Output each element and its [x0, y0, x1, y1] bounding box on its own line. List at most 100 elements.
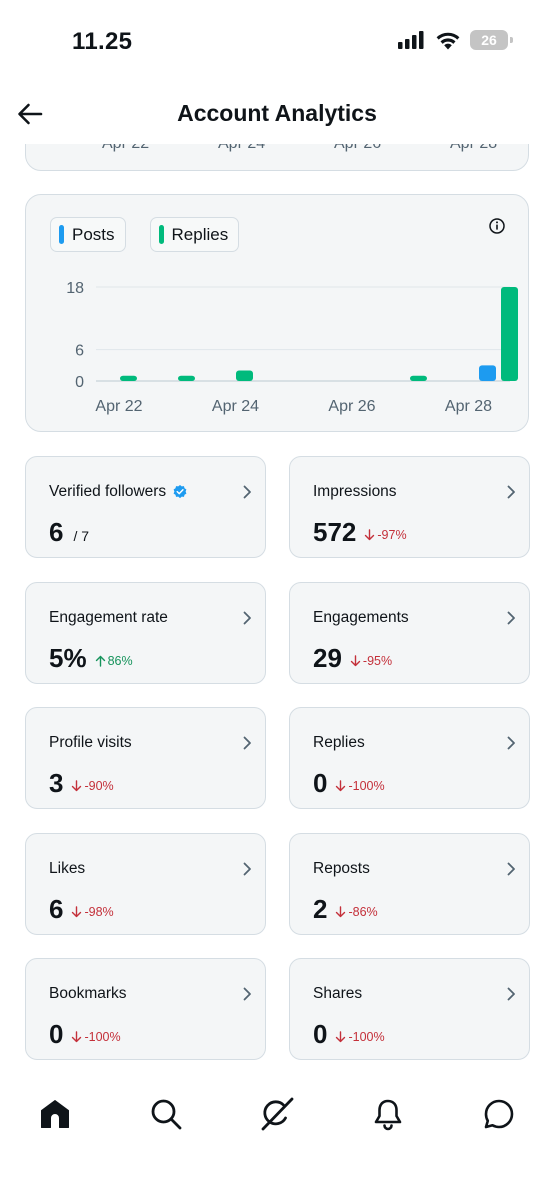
metric-change: -100% — [71, 1030, 121, 1044]
metric-label-row: Verified followers — [49, 483, 188, 501]
bar-replies[interactable] — [236, 370, 253, 381]
metric-value: 0 — [313, 768, 328, 798]
nav-home[interactable] — [33, 1092, 77, 1136]
chevron-right-icon — [507, 611, 515, 624]
metric-change: -100% — [335, 779, 385, 793]
y-tick-label: 6 — [75, 343, 84, 360]
chevron-right-icon — [507, 736, 515, 750]
legend-replies-toggle[interactable]: Replies — [149, 217, 240, 252]
arrow-down-icon — [336, 1031, 346, 1043]
metric-label: Engagements — [313, 608, 409, 626]
bottom-navigation — [0, 1092, 554, 1142]
x-tick-label: Apr 24 — [212, 398, 259, 415]
metric-label-row: Likes — [49, 860, 85, 878]
back-button[interactable] — [14, 98, 46, 130]
arrow-down-icon — [350, 654, 361, 666]
metric-card[interactable]: Shares 0 -100% — [289, 958, 530, 1060]
chart-legend: Posts Replies — [50, 217, 240, 252]
metric-value: 29 — [313, 642, 342, 673]
metric-value-row: 5% 86% — [49, 643, 133, 674]
metric-card[interactable]: Reposts 2 -86% — [289, 832, 530, 935]
info-button[interactable] — [488, 217, 506, 235]
bar-replies[interactable] — [410, 375, 427, 381]
metric-label-row: Engagement rate — [49, 609, 168, 627]
bell-icon — [374, 1099, 402, 1131]
metric-value-row: 29 -95% — [313, 643, 392, 674]
metric-label-row: Reposts — [313, 860, 370, 878]
arrow-down-icon — [336, 780, 346, 792]
bar-replies[interactable] — [178, 375, 195, 381]
metric-change-value: -100% — [348, 779, 385, 793]
metric-value-row: 2 -86% — [313, 894, 378, 925]
y-tick-label: 18 — [66, 280, 84, 297]
chevron-right-icon — [507, 862, 515, 875]
battery-indicator: 26 — [470, 30, 513, 50]
metric-label: Verified followers — [49, 483, 167, 500]
bar-replies[interactable] — [501, 287, 518, 381]
legend-posts-toggle[interactable]: Posts — [50, 217, 126, 252]
x-tick-label: Apr 28 — [445, 398, 492, 415]
metric-label-row: Replies — [313, 734, 365, 752]
arrow-down-icon — [336, 905, 346, 917]
metric-change: -98% — [71, 905, 114, 919]
bar-posts[interactable] — [479, 365, 496, 381]
metric-card[interactable]: Engagements 29 -95% — [289, 581, 530, 684]
metric-card[interactable]: Replies 0 -100% — [289, 707, 530, 809]
bar-replies[interactable] — [120, 375, 137, 381]
metric-label-row: Bookmarks — [49, 985, 127, 1003]
metric-value-row: 0 -100% — [313, 768, 385, 799]
metric-value: 3 — [49, 768, 64, 798]
metric-value-row: 0 -100% — [313, 1019, 385, 1050]
metric-change: -97% — [364, 528, 407, 542]
metric-card[interactable]: Likes 6 -98% — [25, 832, 266, 935]
chevron-right-icon — [243, 736, 251, 750]
cellular-signal-icon — [398, 31, 424, 49]
y-tick-label: 0 — [75, 374, 84, 391]
metric-label: Bookmarks — [49, 985, 127, 1002]
chevron-right-icon — [507, 485, 515, 499]
activity-chart-card: 0 6 18 Apr 22 Apr 24 Apr 26 Apr 28 Posts Repli… — [25, 194, 529, 432]
metric-value: 6 — [49, 893, 64, 924]
metric-card[interactable]: Impressions 572 -97% — [289, 456, 530, 558]
metric-change-value: -90% — [84, 779, 114, 793]
chevron-right-icon — [243, 987, 251, 1001]
arrow-down-icon — [365, 529, 375, 541]
nav-grok[interactable] — [255, 1092, 299, 1136]
nav-messages[interactable] — [477, 1092, 521, 1136]
metric-value: 572 — [313, 517, 357, 547]
metric-label-row: Profile visits — [49, 734, 132, 752]
metric-value: 5% — [49, 642, 87, 673]
metric-change: 86% — [95, 654, 133, 668]
metric-label: Replies — [313, 734, 365, 751]
metric-change: -86% — [335, 905, 378, 919]
metric-label: Profile visits — [49, 734, 132, 751]
metric-total: / 7 — [73, 528, 90, 544]
home-icon — [41, 1100, 69, 1128]
arrow-down-icon — [72, 780, 82, 792]
metric-card[interactable]: Bookmarks 0 -100% — [25, 958, 266, 1060]
status-time: 11.25 — [72, 28, 133, 55]
arrow-down-icon — [72, 905, 82, 917]
nav-notifications[interactable] — [366, 1092, 410, 1136]
metric-change-value: -100% — [84, 1030, 121, 1044]
metric-value-row: 6 / 7 — [49, 517, 89, 548]
chevron-right-icon — [507, 987, 515, 1001]
metric-label-row: Engagements — [313, 609, 409, 627]
nav-search[interactable] — [144, 1092, 188, 1136]
metric-card[interactable]: Verified followers 6 / 7 — [25, 456, 266, 558]
arrow-up-icon — [95, 655, 105, 667]
info-icon — [489, 218, 505, 234]
metric-card[interactable]: Engagement rate 5% 86% — [25, 581, 266, 684]
activity-chart: 0 6 18 Apr 22 Apr 24 Apr 26 Apr 28 — [66, 280, 518, 415]
legend-swatch-posts — [59, 225, 64, 244]
metric-change-value: -95% — [362, 653, 393, 668]
metric-label: Engagement rate — [49, 608, 168, 626]
metric-value: 0 — [313, 1019, 328, 1049]
metric-value: 6 — [49, 517, 64, 547]
header-background — [0, 70, 554, 144]
metric-value-row: 3 -90% — [49, 768, 114, 799]
metric-card[interactable]: Profile visits 3 -90% — [25, 707, 266, 809]
status-icons: 26 — [398, 30, 513, 50]
metric-label: Shares — [313, 985, 363, 1002]
metric-change: -90% — [71, 779, 114, 793]
